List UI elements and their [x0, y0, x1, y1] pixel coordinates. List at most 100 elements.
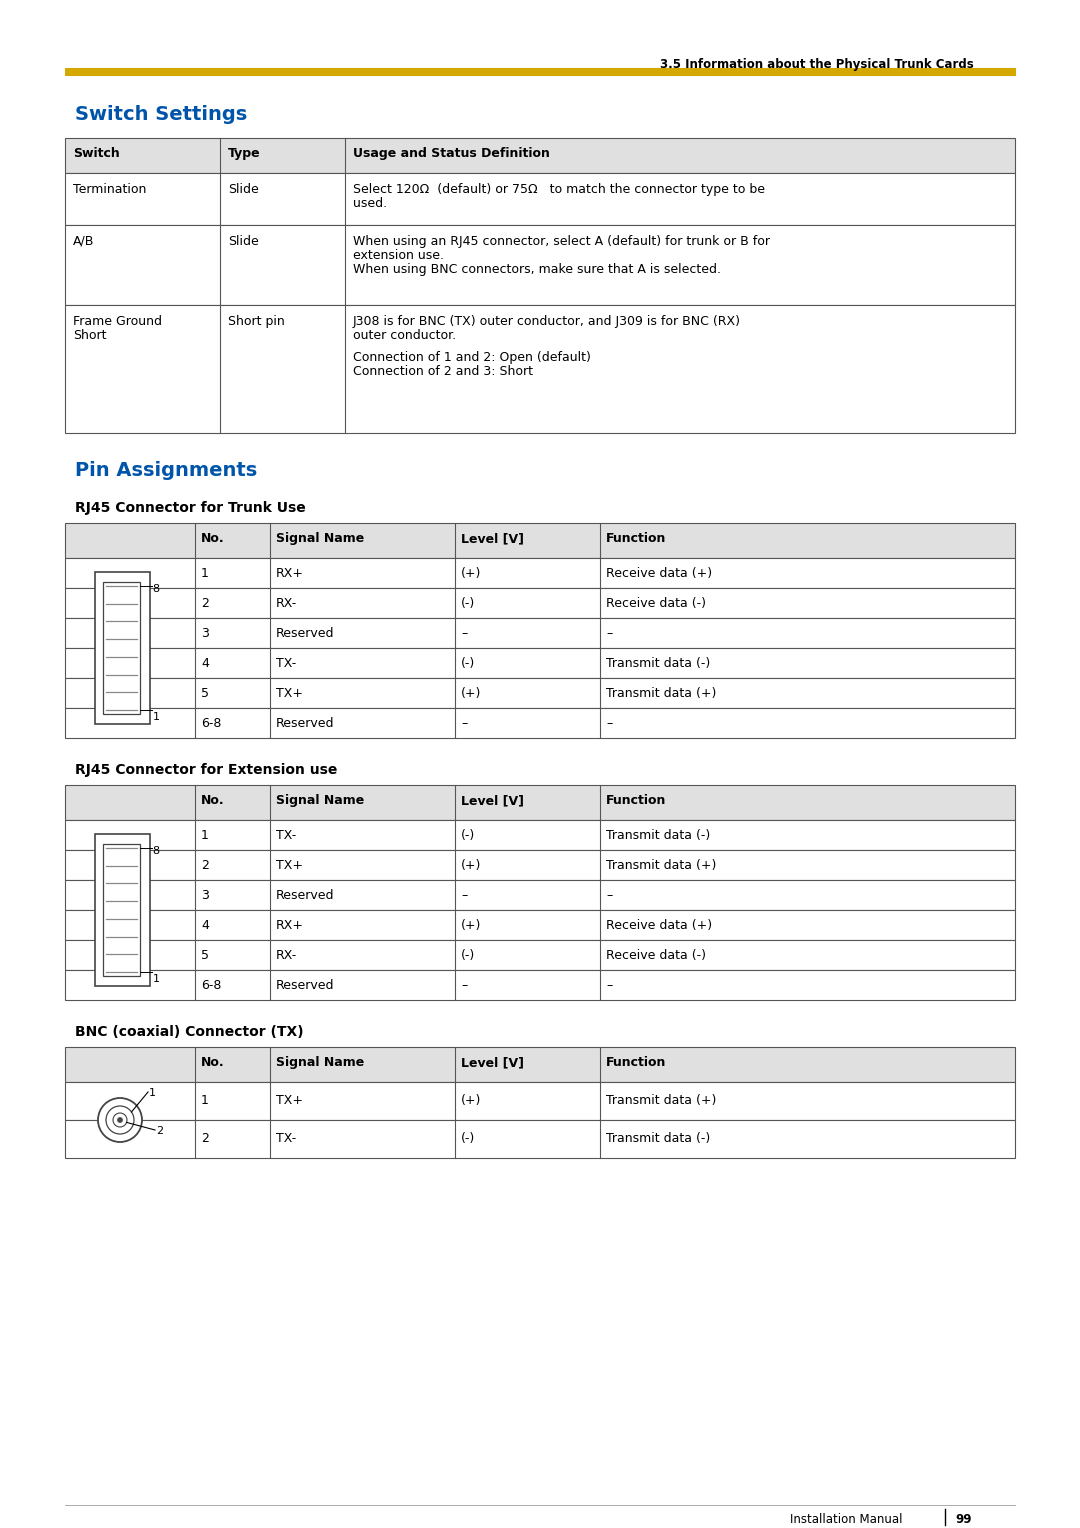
- Text: RX-: RX-: [276, 949, 297, 963]
- Text: (+): (+): [461, 567, 482, 581]
- Bar: [65, 785, 1015, 821]
- Text: (-): (-): [461, 949, 475, 963]
- Text: Function: Function: [606, 795, 666, 807]
- Text: TX+: TX+: [276, 688, 303, 700]
- Bar: [65, 707, 1015, 738]
- Text: –: –: [606, 626, 612, 640]
- Text: Transmit data (+): Transmit data (+): [606, 688, 716, 700]
- Text: Reserved: Reserved: [276, 626, 335, 640]
- Text: 2: 2: [201, 1132, 208, 1144]
- Text: –: –: [606, 979, 612, 992]
- Text: Receive data (+): Receive data (+): [606, 567, 712, 581]
- Text: No.: No.: [201, 1056, 225, 1070]
- Text: –: –: [461, 626, 468, 640]
- Text: 1: 1: [149, 1088, 156, 1099]
- Text: Reserved: Reserved: [276, 889, 335, 902]
- Bar: [65, 1082, 1015, 1120]
- Text: 3: 3: [201, 889, 208, 902]
- Text: RX+: RX+: [276, 918, 303, 932]
- Text: TX+: TX+: [276, 1094, 303, 1106]
- Text: Slide: Slide: [228, 235, 259, 248]
- Text: Level [V]: Level [V]: [461, 1056, 524, 1070]
- Text: Installation Manual: Installation Manual: [789, 1513, 903, 1526]
- Bar: [65, 648, 1015, 678]
- Text: TX-: TX-: [276, 1132, 296, 1144]
- Text: RX+: RX+: [276, 567, 303, 581]
- Text: 8: 8: [152, 847, 160, 856]
- Bar: [65, 588, 1015, 617]
- Text: outer conductor.: outer conductor.: [353, 329, 456, 342]
- Text: Transmit data (-): Transmit data (-): [606, 1132, 711, 1144]
- Text: Signal Name: Signal Name: [276, 532, 364, 545]
- Text: 5: 5: [201, 688, 210, 700]
- Text: Level [V]: Level [V]: [461, 532, 524, 545]
- Text: 99: 99: [955, 1513, 972, 1526]
- Text: RJ45 Connector for Trunk Use: RJ45 Connector for Trunk Use: [75, 501, 306, 515]
- Circle shape: [118, 1117, 122, 1123]
- Bar: [95, 571, 149, 724]
- Text: (+): (+): [461, 1094, 482, 1106]
- Text: Type: Type: [228, 147, 260, 160]
- Text: When using BNC connectors, make sure that A is selected.: When using BNC connectors, make sure tha…: [353, 263, 721, 277]
- Text: used.: used.: [353, 197, 387, 209]
- Text: 5: 5: [201, 949, 210, 963]
- Text: Function: Function: [606, 532, 666, 545]
- Bar: [65, 821, 1015, 850]
- Text: Receive data (+): Receive data (+): [606, 918, 712, 932]
- Text: Transmit data (+): Transmit data (+): [606, 1094, 716, 1106]
- Circle shape: [98, 1099, 141, 1141]
- Bar: [95, 834, 149, 986]
- Bar: [65, 558, 1015, 588]
- Text: 3: 3: [201, 626, 208, 640]
- Text: TX-: TX-: [276, 657, 296, 669]
- Text: 2: 2: [201, 859, 208, 872]
- Bar: [65, 940, 1015, 970]
- Text: –: –: [461, 979, 468, 992]
- Text: No.: No.: [201, 795, 225, 807]
- Text: J308 is for BNC (TX) outer conductor, and J309 is for BNC (RX): J308 is for BNC (TX) outer conductor, an…: [353, 315, 741, 329]
- Bar: [103, 843, 139, 976]
- Text: Slide: Slide: [228, 183, 259, 196]
- Text: TX+: TX+: [276, 859, 303, 872]
- Bar: [65, 138, 1015, 173]
- Text: 1: 1: [201, 1094, 208, 1106]
- Text: Short: Short: [73, 329, 107, 342]
- Text: A/B: A/B: [73, 235, 94, 248]
- Bar: [65, 617, 1015, 648]
- Text: Connection of 2 and 3: Short: Connection of 2 and 3: Short: [353, 365, 534, 377]
- Text: (-): (-): [461, 597, 475, 610]
- Text: Transmit data (+): Transmit data (+): [606, 859, 716, 872]
- Text: 2: 2: [156, 1126, 163, 1135]
- Bar: [65, 173, 1015, 225]
- Text: 4: 4: [201, 918, 208, 932]
- Text: RJ45 Connector for Extension use: RJ45 Connector for Extension use: [75, 762, 337, 778]
- Text: extension use.: extension use.: [353, 249, 444, 261]
- Text: Connection of 1 and 2: Open (default): Connection of 1 and 2: Open (default): [353, 351, 591, 364]
- Text: Function: Function: [606, 1056, 666, 1070]
- Bar: [65, 850, 1015, 880]
- Text: (-): (-): [461, 1132, 475, 1144]
- Text: 1: 1: [201, 567, 208, 581]
- Bar: [65, 523, 1015, 558]
- Text: 3.5 Information about the Physical Trunk Cards: 3.5 Information about the Physical Trunk…: [660, 58, 974, 70]
- Text: Reserved: Reserved: [276, 979, 335, 992]
- Text: Pin Assignments: Pin Assignments: [75, 461, 257, 480]
- Text: Signal Name: Signal Name: [276, 795, 364, 807]
- Text: 1: 1: [152, 973, 160, 984]
- Text: Transmit data (-): Transmit data (-): [606, 657, 711, 669]
- Text: Transmit data (-): Transmit data (-): [606, 830, 711, 842]
- Circle shape: [113, 1112, 127, 1128]
- Text: Usage and Status Definition: Usage and Status Definition: [353, 147, 550, 160]
- Text: Switch: Switch: [73, 147, 120, 160]
- Text: Termination: Termination: [73, 183, 147, 196]
- Text: Switch Settings: Switch Settings: [75, 105, 247, 124]
- Bar: [65, 306, 1015, 432]
- Text: 2: 2: [201, 597, 208, 610]
- Text: 6-8: 6-8: [201, 979, 221, 992]
- Bar: [65, 69, 1015, 75]
- Text: (-): (-): [461, 830, 475, 842]
- Text: No.: No.: [201, 532, 225, 545]
- Bar: [65, 678, 1015, 707]
- Text: –: –: [461, 889, 468, 902]
- Text: 1: 1: [201, 830, 208, 842]
